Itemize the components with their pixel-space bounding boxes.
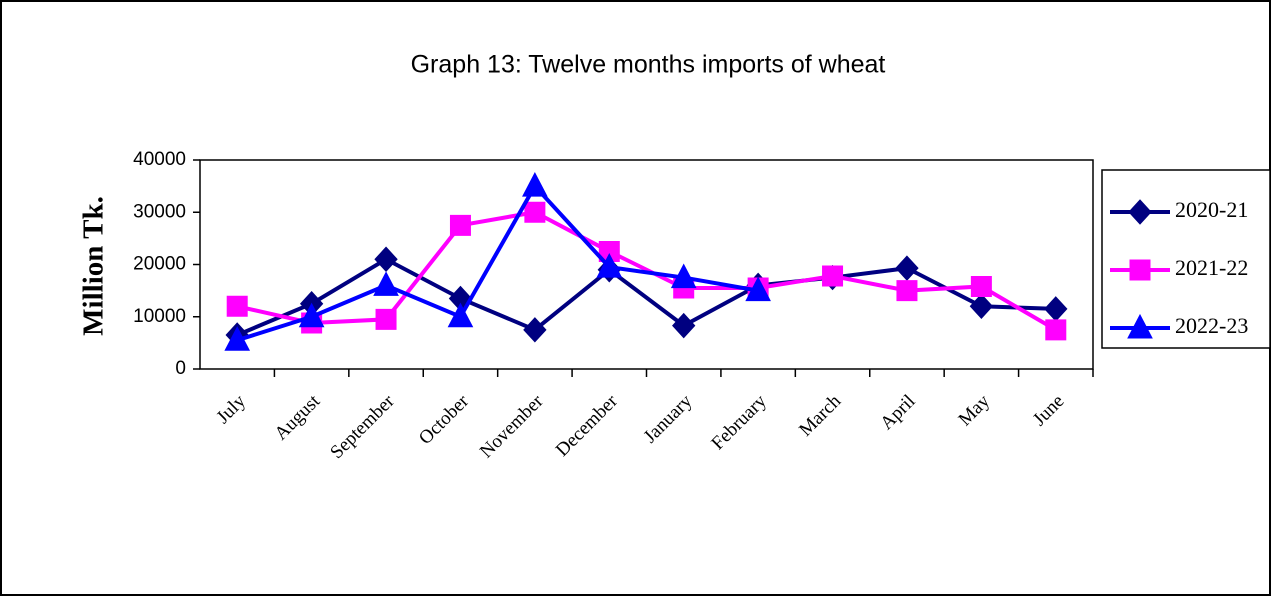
y-tick-label: 30000 [133,201,186,222]
data-point [745,276,771,302]
legend-box [1101,169,1271,349]
y-tick-label: 0 [175,358,186,379]
plot-area [199,159,1094,370]
data-point [672,312,696,339]
legend-marker [1129,259,1151,281]
y-axis-label: Million Tk. [78,196,110,336]
data-point [374,246,398,273]
series-line [236,210,1057,332]
data-point [596,253,623,278]
data-point [524,201,546,223]
data-point [449,214,471,236]
legend-label: 2021-22 [1175,255,1248,280]
data-point [970,275,992,297]
legend-marker [1127,313,1153,339]
series-line [236,256,1056,337]
legend-label: 2020-21 [1175,197,1248,222]
y-tick-label: 40000 [133,149,186,170]
data-point [969,293,994,320]
data-point [447,302,474,328]
data-point [226,295,248,317]
y-tick-label: 10000 [133,306,186,327]
data-point [1045,319,1067,341]
data-point [298,302,325,328]
data-point [822,265,844,287]
data-point [522,172,548,197]
data-point [375,308,397,330]
series-line [236,182,759,343]
data-point [224,326,251,351]
y-tick-label: 20000 [133,254,186,275]
data-point [896,280,918,302]
data-point [670,263,697,289]
legend-label: 2022-23 [1175,313,1248,338]
data-point [373,271,399,296]
chart-title: Graph 13: Twelve months imports of wheat [411,51,886,79]
legend-marker [1128,199,1152,225]
data-point [523,317,547,343]
